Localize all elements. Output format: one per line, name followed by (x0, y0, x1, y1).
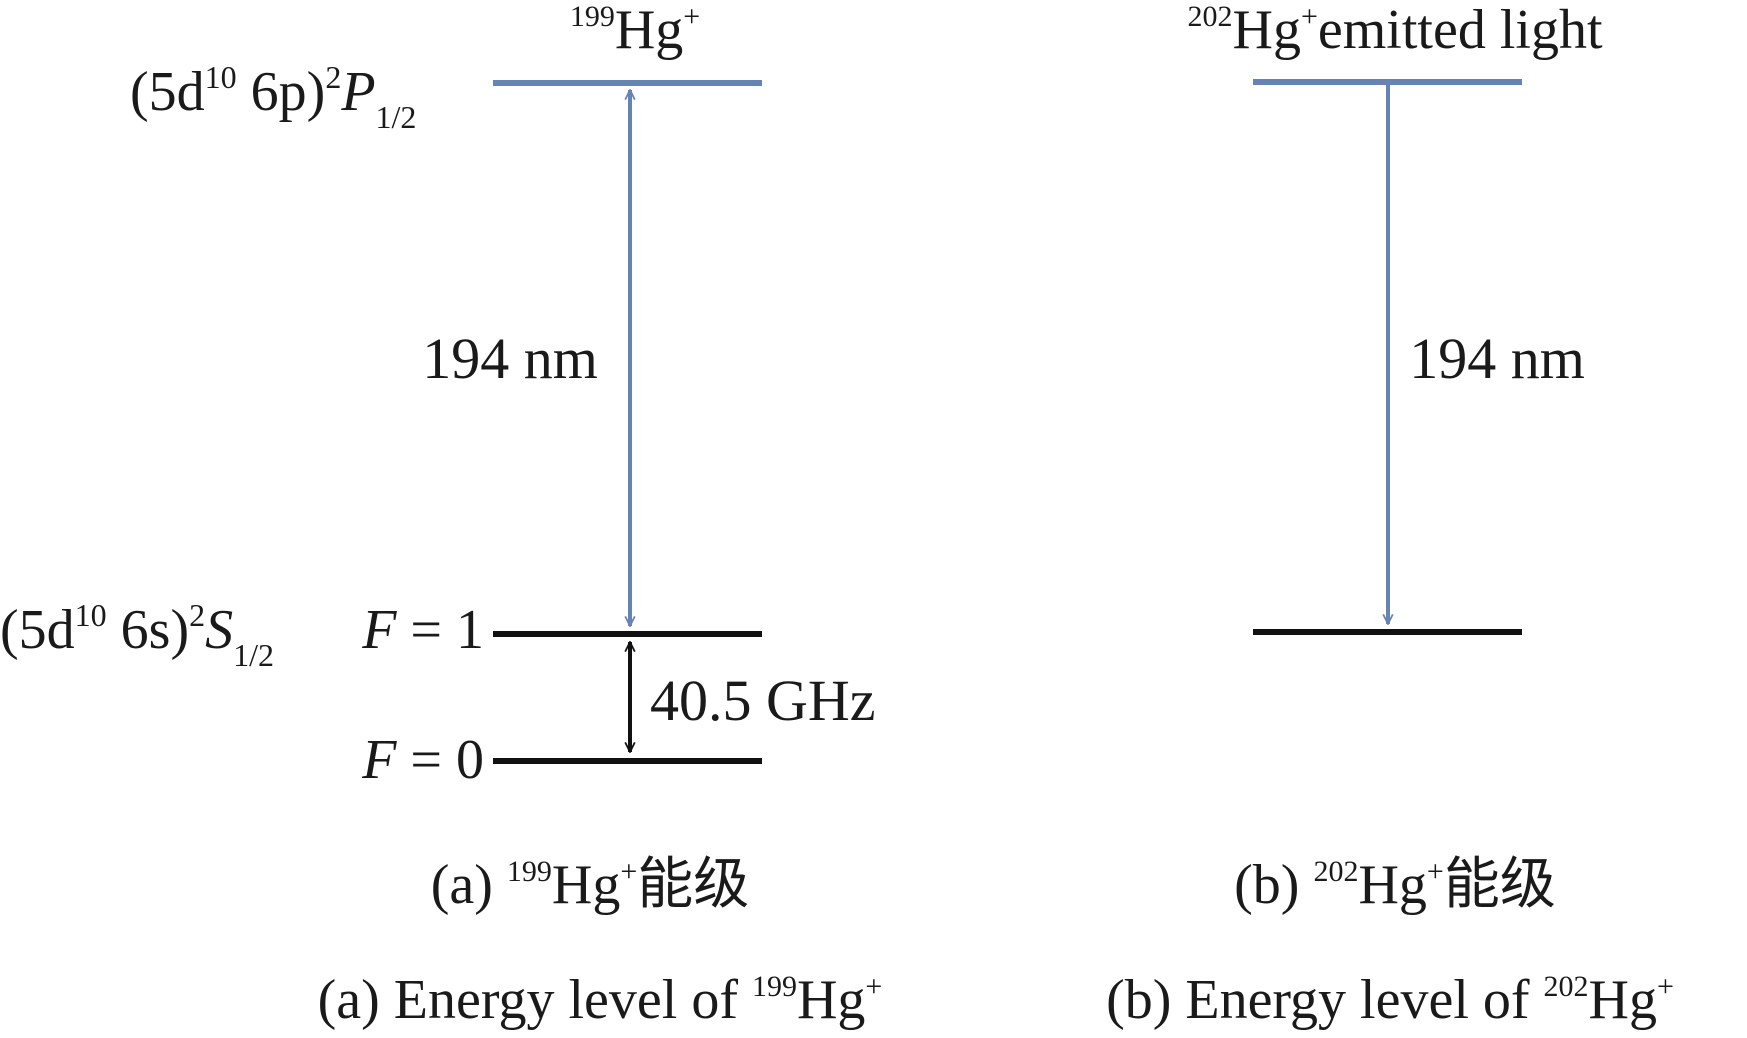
wavelength-label-b: 194 nm (1409, 326, 1585, 391)
ground-state-label: (5d10 6s)2S1/2 (0, 597, 274, 673)
panel-a-caption-en: (a) Energy level of 199Hg+ (318, 969, 883, 1031)
hyperfine-label: 40.5 GHz (650, 668, 876, 733)
panel-a-title: 199Hg+ (570, 0, 700, 61)
panel-b-caption-cn: (b) 202Hg+能级 (1234, 854, 1556, 916)
panel-b-title: 202Hg+emitted light (1188, 0, 1603, 61)
panel-a: 199Hg+ (5d10 6p)2P1/2 194 nm (5d10 6s)2S… (0, 0, 882, 1031)
panel-b: 202Hg+emitted light 194 nm (b) 202Hg+能级 … (1106, 0, 1674, 1031)
f0-label: F = 0 (361, 729, 484, 791)
f1-label: F = 1 (361, 599, 484, 661)
panel-b-caption-en: (b) Energy level of 202Hg+ (1106, 969, 1674, 1031)
wavelength-label-a: 194 nm (422, 326, 598, 391)
panel-a-caption-cn: (a) 199Hg+能级 (431, 854, 750, 916)
upper-state-label: (5d10 6p)2P1/2 (130, 59, 416, 135)
